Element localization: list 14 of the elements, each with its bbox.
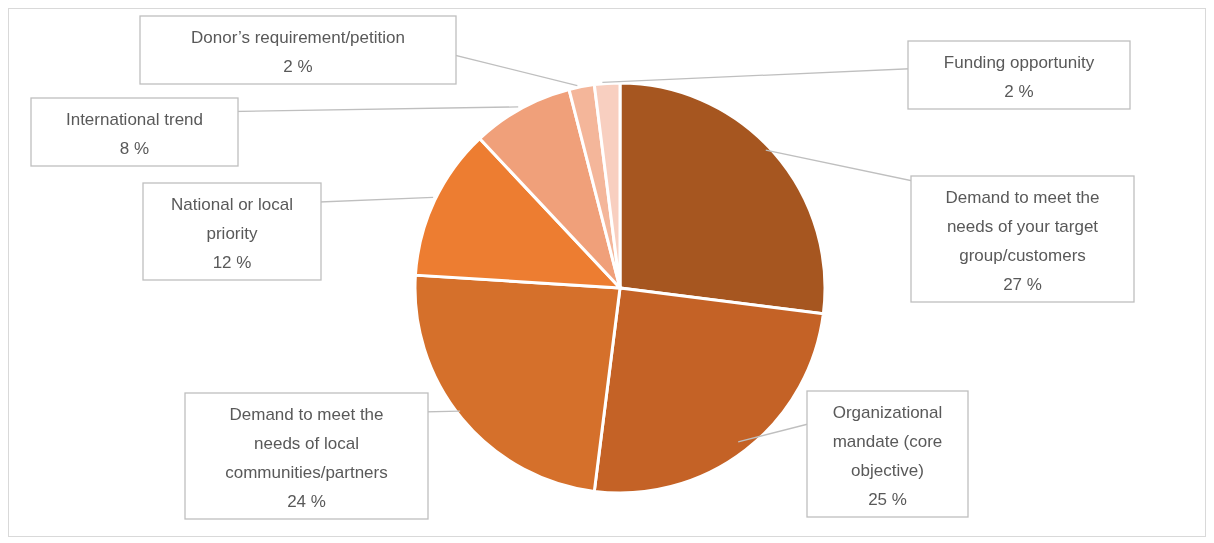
data-label: 24 %: [287, 492, 326, 511]
slice-label: Donor’s requirement/petition: [191, 28, 405, 47]
slice-label: Organizational mandate (core objective): [832, 403, 943, 480]
data-label: 25 %: [868, 490, 907, 509]
slice-label: International trend: [65, 110, 204, 129]
data-label: 8 %: [119, 139, 150, 158]
slice-label: National or local priority: [171, 195, 293, 243]
data-label: 27 %: [1003, 275, 1042, 294]
slice-label: Demand to meet the needs of local communities/partners: [225, 405, 388, 482]
slice-label: Funding opportunity: [943, 53, 1095, 72]
data-label: 2 %: [1004, 82, 1034, 101]
data-label: 2 %: [283, 57, 313, 76]
data-label: 12 %: [212, 253, 252, 272]
slice-label: Demand to meet the needs of your target group/customers: [945, 188, 1100, 265]
